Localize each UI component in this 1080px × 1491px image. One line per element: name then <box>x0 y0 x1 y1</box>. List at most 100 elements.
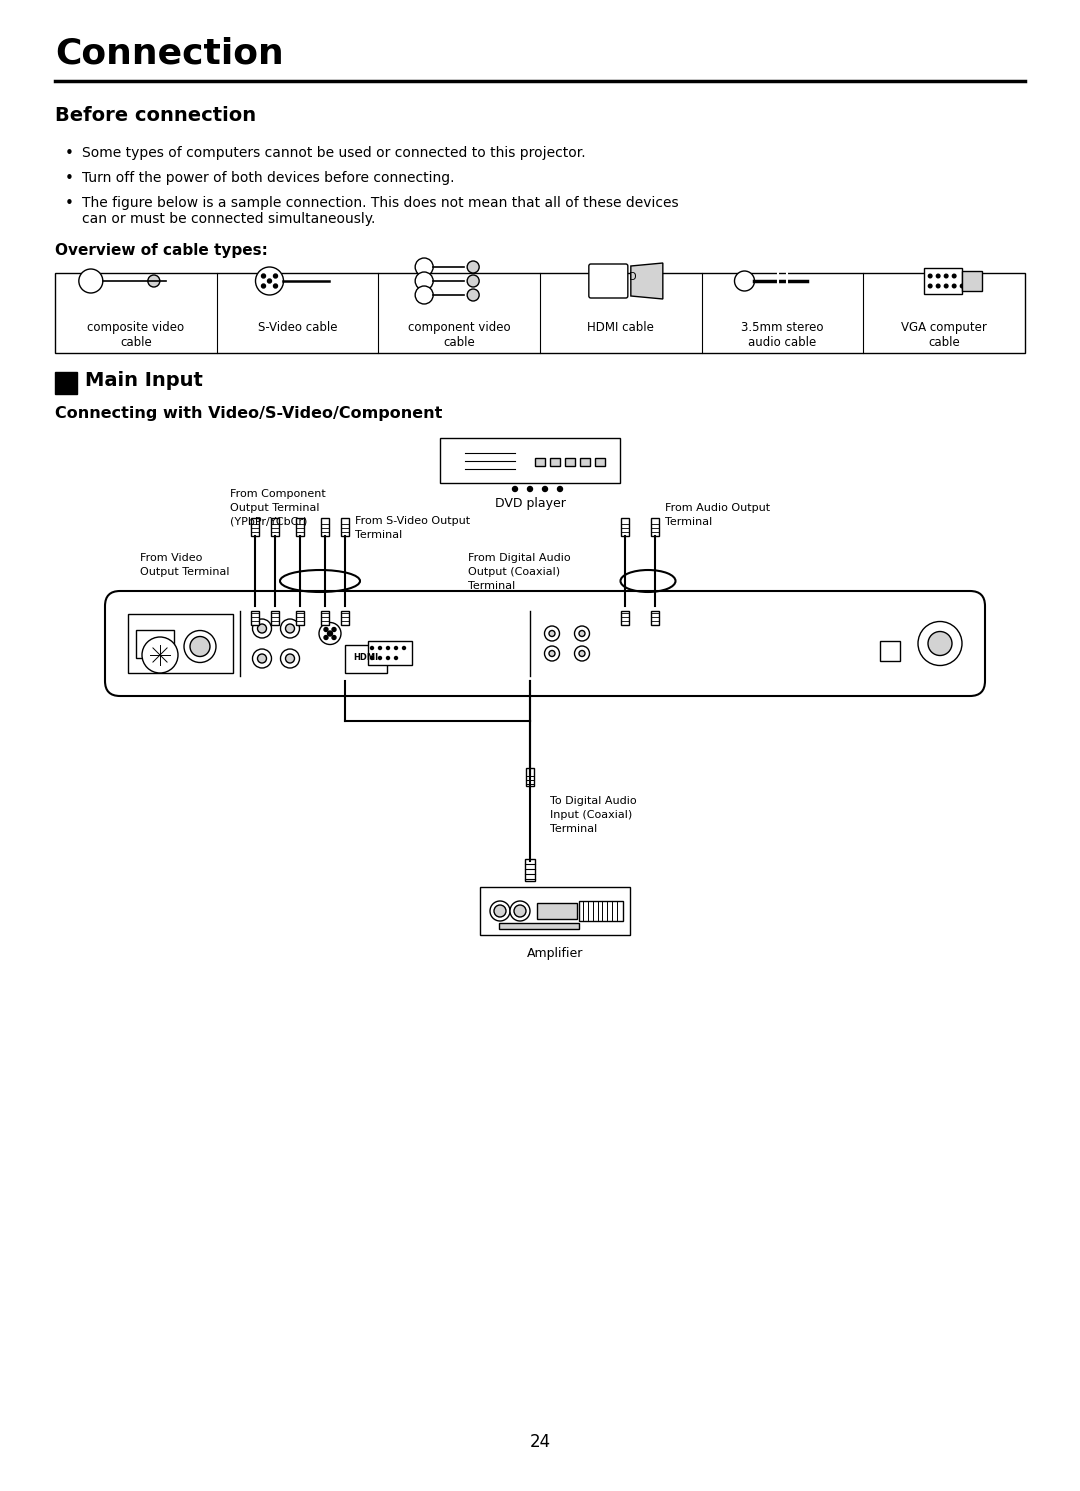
Circle shape <box>281 619 299 638</box>
Bar <box>321 517 329 535</box>
Text: •: • <box>65 195 73 212</box>
Circle shape <box>148 274 160 286</box>
Bar <box>651 611 659 625</box>
Text: Terminal: Terminal <box>550 825 597 833</box>
Circle shape <box>378 647 381 650</box>
Text: •: • <box>65 171 73 186</box>
Circle shape <box>79 268 103 294</box>
Circle shape <box>332 628 336 632</box>
Circle shape <box>257 655 267 663</box>
Text: Some types of computers cannot be used or connected to this projector.: Some types of computers cannot be used o… <box>82 146 585 160</box>
Circle shape <box>387 656 390 659</box>
Text: composite video
cable: composite video cable <box>87 321 185 349</box>
Bar <box>55 371 77 394</box>
Circle shape <box>953 274 956 277</box>
Text: VGA computer
cable: VGA computer cable <box>901 321 987 349</box>
Bar <box>271 611 279 625</box>
FancyBboxPatch shape <box>589 264 627 298</box>
Circle shape <box>370 647 374 650</box>
Bar <box>537 904 577 918</box>
Bar <box>580 458 590 467</box>
Circle shape <box>273 283 278 288</box>
Text: Input (Coaxial): Input (Coaxial) <box>550 810 632 820</box>
Circle shape <box>928 632 951 656</box>
Text: Connection: Connection <box>55 36 284 70</box>
Bar <box>321 611 329 625</box>
Circle shape <box>514 905 526 917</box>
Circle shape <box>490 901 510 921</box>
Circle shape <box>936 285 940 288</box>
Bar <box>499 923 579 929</box>
Circle shape <box>544 646 559 661</box>
Text: Terminal: Terminal <box>665 517 712 526</box>
Circle shape <box>953 285 956 288</box>
Circle shape <box>544 626 559 641</box>
Circle shape <box>415 271 433 291</box>
Circle shape <box>579 650 585 656</box>
Text: 24: 24 <box>529 1433 551 1451</box>
Text: S-Video cable: S-Video cable <box>258 321 337 334</box>
Circle shape <box>281 649 299 668</box>
Circle shape <box>394 656 397 659</box>
Text: Output Terminal: Output Terminal <box>140 567 229 577</box>
Circle shape <box>332 635 336 640</box>
Circle shape <box>494 905 507 917</box>
Circle shape <box>944 274 948 277</box>
Bar <box>480 887 630 935</box>
Polygon shape <box>631 262 663 300</box>
Circle shape <box>918 622 962 665</box>
Bar <box>525 859 535 881</box>
Circle shape <box>184 631 216 662</box>
Bar <box>924 268 962 294</box>
Circle shape <box>579 631 585 637</box>
Bar <box>621 611 629 625</box>
Text: component video
cable: component video cable <box>408 321 511 349</box>
Bar <box>440 438 620 483</box>
Text: Main Input: Main Input <box>85 371 203 391</box>
Circle shape <box>319 623 341 644</box>
Circle shape <box>542 486 548 492</box>
Bar <box>526 768 534 786</box>
Bar <box>535 458 545 467</box>
Circle shape <box>190 637 210 656</box>
Bar <box>341 611 349 625</box>
Circle shape <box>261 283 266 288</box>
Text: Amplifier: Amplifier <box>527 947 583 960</box>
Bar <box>651 517 659 535</box>
Bar <box>368 641 411 665</box>
Text: Turn off the power of both devices before connecting.: Turn off the power of both devices befor… <box>82 171 455 185</box>
Text: D: D <box>629 271 636 282</box>
Text: DVD player: DVD player <box>495 498 566 510</box>
Text: HDMI cable: HDMI cable <box>588 321 654 334</box>
Bar <box>579 901 623 921</box>
Circle shape <box>415 258 433 276</box>
Circle shape <box>327 631 333 637</box>
Bar <box>595 458 605 467</box>
Bar <box>341 517 349 535</box>
Circle shape <box>394 647 397 650</box>
Text: Terminal: Terminal <box>468 581 515 590</box>
Text: HDMI: HDMI <box>353 653 379 662</box>
Bar <box>621 517 629 535</box>
Text: 3.5mm stereo
audio cable: 3.5mm stereo audio cable <box>741 321 824 349</box>
Text: Before connection: Before connection <box>55 106 256 125</box>
Circle shape <box>261 274 266 277</box>
FancyBboxPatch shape <box>105 590 985 696</box>
Text: From Video: From Video <box>140 553 202 564</box>
Circle shape <box>929 274 932 277</box>
Text: To Digital Audio: To Digital Audio <box>550 796 636 807</box>
Circle shape <box>549 650 555 656</box>
Circle shape <box>285 625 295 634</box>
Circle shape <box>468 274 480 286</box>
Bar <box>271 517 279 535</box>
Circle shape <box>253 619 271 638</box>
Text: Output (Coaxial): Output (Coaxial) <box>468 567 561 577</box>
Circle shape <box>268 279 271 283</box>
Bar <box>136 631 174 658</box>
Circle shape <box>285 655 295 663</box>
Bar <box>129 614 233 672</box>
Text: From Digital Audio: From Digital Audio <box>468 553 570 564</box>
Text: From S-Video Output: From S-Video Output <box>355 516 470 526</box>
Circle shape <box>324 628 328 632</box>
Circle shape <box>960 285 964 288</box>
